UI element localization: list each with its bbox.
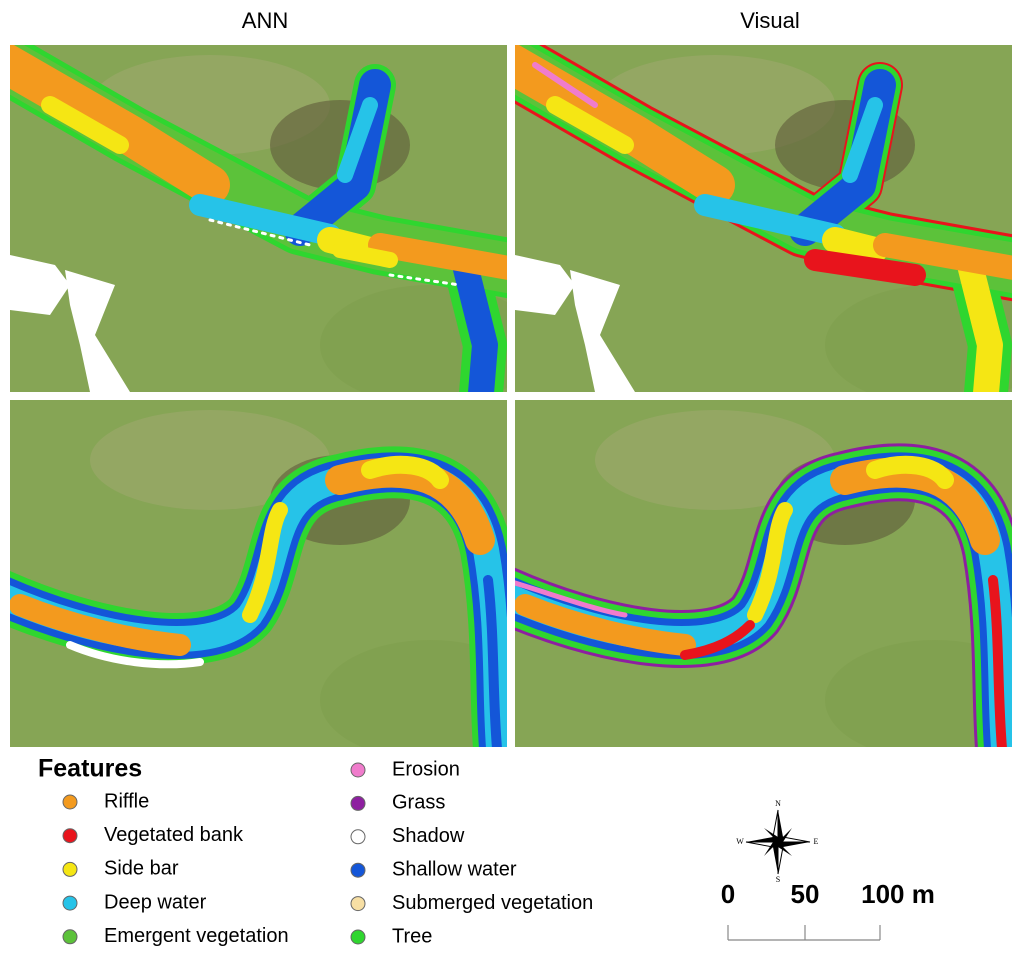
river-class	[804, 249, 926, 286]
legend-marker	[350, 929, 366, 945]
no-data	[515, 255, 575, 315]
legend-label: Deep water	[104, 891, 207, 913]
river-class	[337, 97, 378, 183]
legend-marker	[62, 794, 78, 810]
map-panel	[10, 45, 507, 392]
legend-marker	[350, 762, 366, 778]
field-patch	[90, 410, 330, 510]
river-class	[680, 620, 755, 660]
field-patch	[320, 640, 507, 747]
river-class	[10, 45, 230, 205]
legend-label: Shadow	[392, 825, 465, 847]
legend-marker	[350, 896, 366, 912]
legend-label: Submerged vegetation	[392, 892, 593, 914]
river-class	[515, 580, 628, 618]
legend-marker	[350, 862, 366, 878]
scale-bar	[727, 925, 881, 941]
legend-label: Tree	[392, 925, 432, 947]
scale-label: 50	[791, 879, 820, 909]
legend-marker	[62, 861, 78, 877]
river-class	[361, 455, 449, 489]
river-class	[452, 252, 498, 392]
river-class	[694, 194, 846, 246]
legend-label: Emergent vegetation	[104, 925, 289, 947]
legend-label: Vegetated bank	[104, 824, 244, 846]
legend-label: Riffle	[104, 790, 149, 812]
compass-label: S	[776, 875, 780, 884]
compass-label: N	[775, 799, 781, 808]
river-class	[866, 455, 954, 489]
river-class	[546, 96, 634, 154]
river-class	[515, 594, 696, 656]
legend-label: Side bar	[104, 858, 179, 880]
river-class	[10, 594, 191, 656]
no-data	[65, 270, 130, 392]
river-class	[873, 233, 1012, 280]
map-panel	[515, 400, 1012, 747]
river-class	[747, 502, 793, 623]
legend-marker	[350, 795, 366, 811]
river-class	[822, 227, 888, 263]
no-data	[570, 270, 635, 392]
river-class	[988, 575, 1007, 747]
river-class	[842, 97, 883, 183]
scale-label: 0	[721, 879, 735, 909]
panel-title: Visual	[740, 8, 800, 33]
map-panel	[515, 45, 1012, 392]
field-patch	[825, 640, 1012, 747]
river-class	[41, 96, 129, 154]
river-class	[532, 62, 598, 108]
river-class	[332, 242, 398, 268]
compass-label: W	[736, 837, 744, 846]
map-panel	[10, 400, 507, 747]
panel-title: ANN	[242, 8, 288, 33]
river-class	[483, 575, 502, 747]
compass-label: E	[814, 837, 819, 846]
river-class	[368, 233, 507, 280]
legend-marker	[62, 828, 78, 844]
no-data	[10, 255, 70, 315]
legend-marker	[62, 895, 78, 911]
river-class	[515, 45, 735, 205]
legend-title: Features	[38, 755, 142, 783]
legend-label: Shallow water	[392, 858, 517, 880]
legend-label: Erosion	[392, 758, 460, 780]
river-class	[957, 252, 1003, 392]
river-class	[189, 194, 341, 246]
legend-marker	[350, 829, 366, 845]
legend-label: Grass	[392, 792, 445, 814]
compass: N E S W	[736, 799, 818, 884]
river-class	[66, 641, 204, 669]
field-patch	[595, 410, 835, 510]
river-class	[242, 502, 288, 623]
legend-marker	[62, 929, 78, 945]
scale-label: 100 m	[861, 879, 935, 909]
river-class	[208, 218, 462, 287]
